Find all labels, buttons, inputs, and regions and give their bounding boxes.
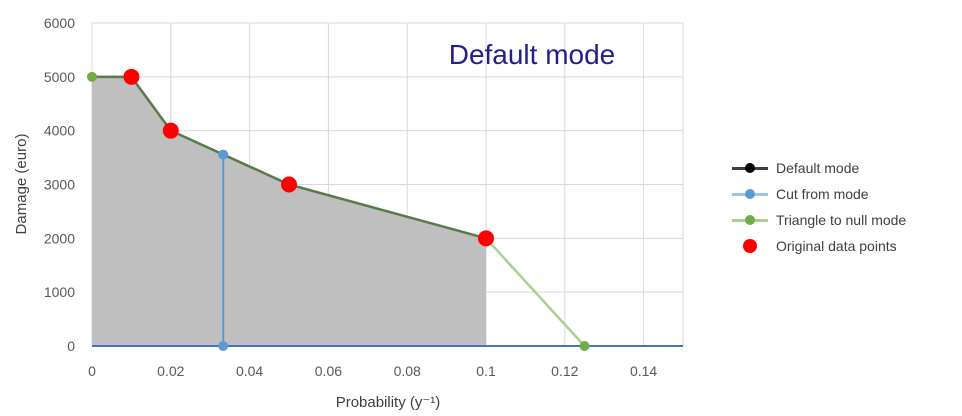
x-tick-label: 0.02	[157, 363, 184, 379]
legend-item-cut-from-mode: Cut from mode	[730, 181, 955, 207]
legend-symbol-triangle-to-null-mode	[730, 213, 772, 227]
legend-label: Original data points	[776, 238, 897, 254]
original-data-point	[162, 122, 179, 139]
x-tick-label: 0.06	[315, 363, 342, 379]
legend-label: Cut from mode	[776, 186, 869, 202]
series-points	[87, 68, 590, 351]
legend-item-default-mode: Default mode	[730, 155, 955, 181]
original-data-point	[123, 68, 140, 85]
legend-item-original-data-points: Original data points	[730, 233, 955, 259]
x-tick-label: 0.14	[630, 363, 657, 379]
shaded-area-polygon	[92, 76, 486, 346]
y-axis-title: Damage (euro)	[13, 134, 30, 235]
y-tick-label: 5000	[44, 69, 75, 85]
x-tick-label: 0.12	[551, 363, 578, 379]
legend: Default mode Cut from mode Triangle to n…	[730, 155, 955, 259]
x-axis-title: Probability (y⁻¹)	[336, 394, 441, 411]
x-tick-label: 0	[88, 363, 96, 379]
cut-from-mode-point	[218, 341, 229, 351]
shaded-area	[92, 76, 486, 346]
triangle-to-null-mode-point	[579, 341, 590, 351]
triangle-to-null-mode-point	[87, 71, 97, 82]
chart-title: Default mode	[449, 39, 616, 70]
x-tick-label: 0.04	[236, 363, 263, 379]
legend-symbol-original-data-points	[730, 239, 772, 253]
y-tick-label: 1000	[44, 284, 75, 300]
legend-symbol-cut-from-mode	[730, 187, 772, 201]
legend-symbol-default-mode	[730, 161, 772, 175]
original-data-point	[281, 176, 297, 193]
legend-label: Triangle to null mode	[776, 212, 907, 228]
original-data-point	[478, 230, 494, 247]
x-tick-label: 0.1	[476, 363, 496, 379]
y-tick-label: 3000	[44, 177, 75, 193]
x-tick-label: 0.08	[394, 363, 421, 379]
cut-from-mode-point	[218, 149, 229, 160]
y-tick-label: 4000	[44, 123, 75, 139]
tick-labels: 0 1000 2000 3000 4000 5000 6000 0 0.02 0.04 0.06 0.…	[44, 15, 658, 379]
legend-item-triangle-to-null-mode: Triangle to null mode	[730, 207, 955, 233]
y-tick-label: 0	[67, 338, 75, 354]
y-tick-label: 6000	[44, 15, 75, 31]
y-tick-label: 2000	[44, 230, 75, 246]
legend-label: Default mode	[776, 160, 860, 176]
